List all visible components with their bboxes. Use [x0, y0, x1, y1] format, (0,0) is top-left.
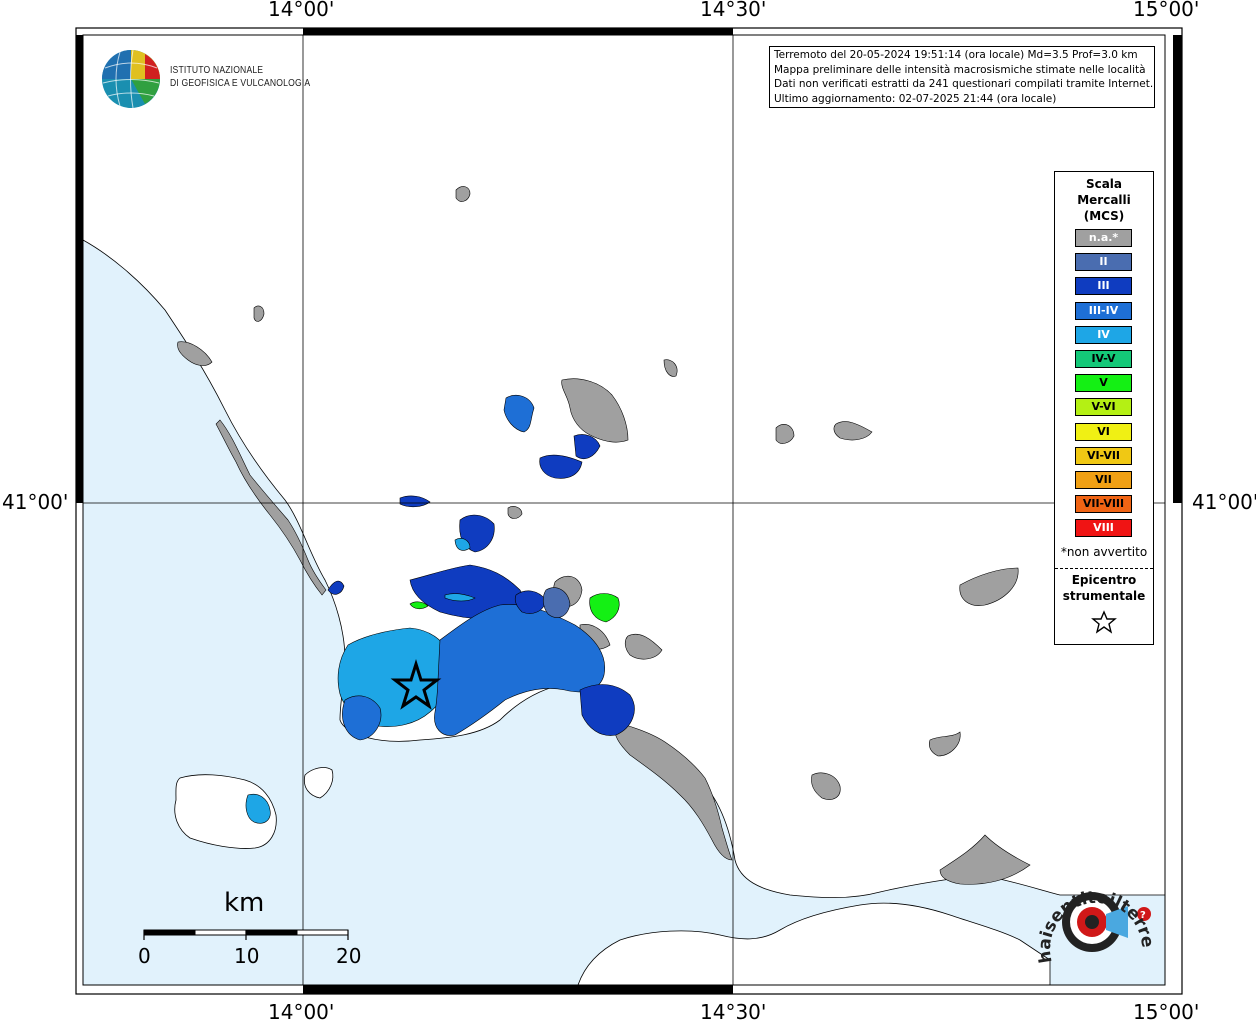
ingv-logo: ISTITUTO NAZIONALE DI GEOFISICA E VULCAN… [100, 48, 320, 110]
info-line-1: Terremoto del 20-05-2024 19:51:14 (ora l… [774, 49, 1138, 61]
na-patch-east3 [959, 567, 1019, 606]
lon-label-bottom-15-00: 15°00' [1133, 1000, 1200, 1024]
scale-bar-seg1 [143, 929, 196, 936]
legend-title-line3: (MCS) [1083, 209, 1125, 223]
legend-item-8: VI [1075, 422, 1132, 441]
info-line-2: Mappa preliminare delle intensità macros… [774, 63, 1146, 76]
scale-tick-label-20: 20 [336, 944, 362, 968]
iii-area-north2 [539, 454, 583, 479]
scale-bar-seg3 [245, 929, 298, 936]
na-patch-n2 [663, 359, 678, 377]
iii-area-west [399, 495, 431, 508]
na-coast-south [614, 721, 733, 861]
legend-item-9: VI-VII [1075, 446, 1132, 465]
epicentre-star-icon [390, 658, 442, 710]
logo-line1: ISTITUTO NAZIONALE [170, 64, 264, 76]
legend-epicentre-label: Epicentro strumentale [1055, 572, 1153, 604]
frame-bar-top [303, 28, 733, 35]
logo-line2: DI GEOFISICA E VULCANOLOGIA [170, 77, 311, 89]
legend-item-6: V [1075, 374, 1132, 393]
haisentito-badge: ? haisentitoilterremoto.it [1021, 847, 1160, 987]
legend-title-line1: Scala [1085, 177, 1123, 191]
earthquake-info-box: Terremoto del 20-05-2024 19:51:14 (ora l… [769, 46, 1155, 108]
ii-area-east [542, 587, 571, 618]
na-patch-east4 [928, 731, 961, 757]
svg-text:?: ? [1140, 910, 1146, 921]
scale-bar-seg4 [296, 929, 349, 936]
ischia-iv-area [245, 793, 271, 824]
legend-title: Scala Mercalli (MCS) [1055, 176, 1153, 224]
lat-label-right-41-00: 41°00' [1192, 490, 1256, 514]
frame-bar-left [76, 35, 83, 503]
na-patch-nw1 [177, 341, 213, 366]
na-patch-east5 [811, 772, 841, 800]
lon-label-top-15-00: 15°00' [1133, 0, 1200, 21]
info-line-3: Dati non verificati estratti da 241 ques… [774, 78, 1154, 90]
legend-note: *non avvertito [1060, 545, 1148, 559]
intensity-legend: Scala Mercalli (MCS) n.a.* II III III-IV IV I… [1054, 171, 1154, 645]
na-patch-east1 [775, 424, 795, 444]
na-patch-n1 [455, 186, 471, 202]
legend-item-3: III-IV [1075, 301, 1132, 320]
frame-bar-bottom [303, 985, 733, 994]
procida-island [303, 767, 334, 799]
na-patch-mid2 [624, 633, 663, 660]
bottom-land [577, 902, 1051, 986]
scale-bar-seg2 [194, 929, 247, 936]
coast-na-strip [215, 419, 327, 596]
iii-area-small [327, 580, 345, 595]
legend-item-12: VIII [1075, 519, 1132, 538]
na-patch-nw2 [253, 305, 265, 322]
na-patch-centre [561, 378, 629, 443]
legend-item-5: IV-V [1075, 349, 1132, 368]
lon-label-bottom-14-00: 14°00' [268, 1000, 335, 1024]
iii-iv-area-west2 [342, 695, 382, 741]
lat-label-left-41-00: 41°00' [2, 490, 69, 514]
legend-item-11: VII-VIII [1075, 495, 1132, 514]
iii-area-north1 [503, 395, 535, 433]
legend-item-4: IV [1075, 325, 1132, 344]
na-patch-mid4 [507, 506, 523, 519]
legend-item-0: n.a.* [1075, 229, 1132, 247]
legend-separator [1055, 568, 1153, 569]
iii-area-north3 [573, 434, 601, 459]
iii-area-east1 [514, 590, 547, 614]
lon-label-top-14-30: 14°30' [700, 0, 767, 21]
legend-item-2: III [1075, 277, 1132, 296]
na-patch-se [939, 834, 1031, 885]
ingv-globe-icon [102, 49, 160, 109]
ischia-island [174, 774, 277, 849]
legend-epicentre-line1: Epicentro [1071, 573, 1137, 587]
legend-star-icon [1091, 610, 1117, 634]
scale-unit-label: km [224, 888, 265, 918]
legend-list: n.a.* II III III-IV IV IV-V V V-VI VI VI-VII VII VI… [1075, 229, 1132, 543]
iv-area-n5 [454, 538, 471, 551]
lon-label-top-14-00: 14°00' [268, 0, 335, 21]
scale-tick-label-0: 0 [138, 944, 151, 968]
iv-area-north6 [444, 593, 476, 602]
haisentito-logo-icon: ? haisentitoilterremoto.it [1021, 847, 1157, 965]
legend-item-7: V-VI [1075, 398, 1132, 417]
legend-title-line2: Mercalli [1077, 193, 1131, 207]
legend-epicentre-line2: strumentale [1062, 589, 1146, 603]
na-patch-east2 [833, 421, 873, 441]
v-area-east [589, 593, 620, 623]
lon-label-bottom-14-30: 14°30' [700, 1000, 767, 1024]
sea-area [82, 239, 1166, 986]
info-line-4: Ultimo aggiornamento: 02-07-2025 21:44 (… [774, 92, 1057, 105]
scale-tick-label-10: 10 [234, 944, 260, 968]
frame-bar-right [1173, 35, 1182, 503]
iii-area-se [579, 684, 635, 736]
legend-item-10: VII [1075, 470, 1132, 489]
legend-item-1: II [1075, 253, 1132, 272]
v-area-small [409, 601, 429, 610]
